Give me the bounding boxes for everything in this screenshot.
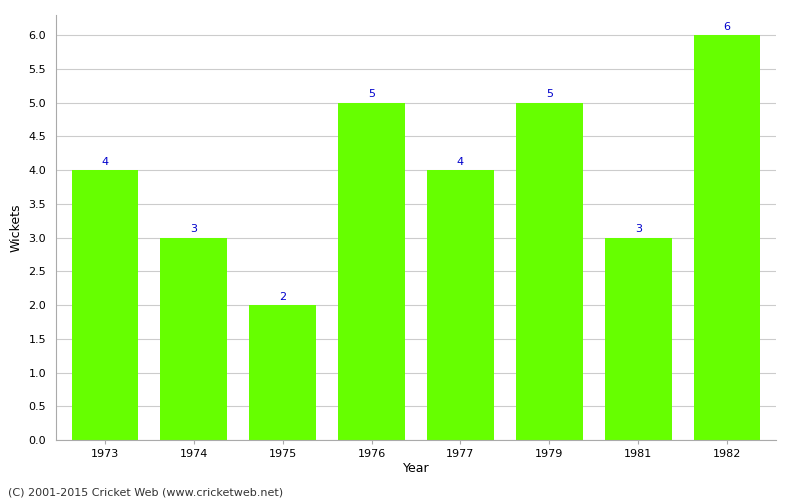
Bar — [71, 170, 138, 440]
Bar — [694, 35, 761, 440]
X-axis label: Year: Year — [402, 462, 430, 475]
Text: (C) 2001-2015 Cricket Web (www.cricketweb.net): (C) 2001-2015 Cricket Web (www.cricketwe… — [8, 488, 283, 498]
Bar — [427, 170, 494, 440]
Text: 4: 4 — [457, 157, 464, 167]
Bar — [338, 102, 405, 440]
Bar — [516, 102, 582, 440]
Text: 5: 5 — [368, 90, 375, 100]
Text: 6: 6 — [724, 22, 730, 32]
Y-axis label: Wickets: Wickets — [10, 203, 23, 252]
Text: 5: 5 — [546, 90, 553, 100]
Text: 3: 3 — [634, 224, 642, 234]
Text: 4: 4 — [102, 157, 109, 167]
Text: 2: 2 — [279, 292, 286, 302]
Bar — [605, 238, 671, 440]
Bar — [250, 305, 316, 440]
Bar — [161, 238, 227, 440]
Text: 3: 3 — [190, 224, 198, 234]
